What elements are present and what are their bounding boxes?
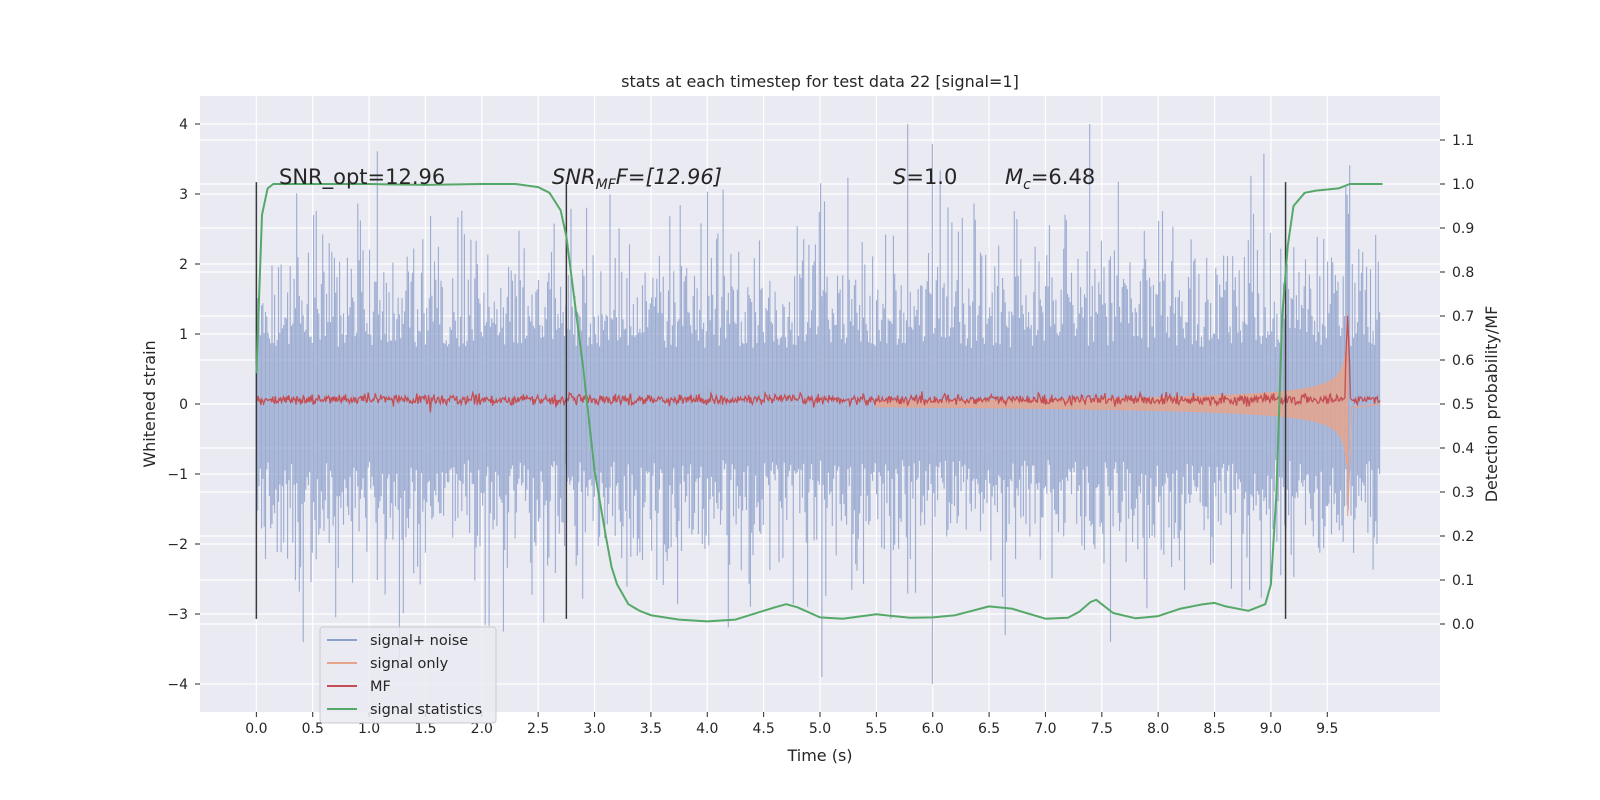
x-tick-labels: 0.0 0.5 1.0 1.5 2.0 2.5 3.0 3.5 4.0 4.5 5.0 5.5 6.0 6… [245,712,1338,737]
y-left-tick-labels: 4 3 2 1 0 −1 −2 −3 −4 [167,117,200,693]
y-left-tick-label: 2 [179,257,188,273]
y-right-tick-labels: 1.1 1.0 0.9 0.8 0.7 0.6 0.5 0.4 0.3 0.2 0.1 0.0 [1440,133,1474,633]
legend-label-signal-only: signal only [370,656,449,672]
y-axis-label-left: Whitened strain [140,340,159,467]
x-tick-label: 0.0 [245,721,267,737]
x-tick-label: 8.0 [1147,721,1169,737]
y-left-tick-label: 4 [179,117,188,133]
vertical-markers [255,182,1287,619]
y-left-tick-label: −4 [167,677,188,693]
legend-box [319,626,497,724]
legend: signal+ noise signal only MF signal stat… [319,626,497,724]
y-right-tick-label: 0.9 [1452,221,1474,237]
x-axis-label: Time (s) [786,746,852,765]
x-tick-label: 1.5 [414,721,436,737]
legend-label-mf: MF [370,679,391,695]
annotation-s: S=1.0 [893,165,957,189]
legend-label-signal-noise: signal+ noise [370,633,468,649]
mf-series [255,315,1381,413]
x-tick-label: 2.0 [471,721,493,737]
y-right-tick-label: 1.1 [1452,133,1474,149]
x-tick-label: 2.5 [527,721,549,737]
y-right-tick-label: 0.7 [1452,309,1474,325]
y-right-tick-label: 0.8 [1452,265,1474,281]
signal-only-envelope [876,313,1348,516]
x-tick-label: 1.0 [358,721,380,737]
x-tick-label: 9.0 [1260,721,1282,737]
x-tick-label: 3.5 [640,721,662,737]
x-tick-label: 5.5 [865,721,887,737]
y-right-tick-label: 0.1 [1452,573,1474,589]
x-tick-label: 6.0 [922,721,944,737]
y-left-tick-label: −2 [167,537,188,553]
y-axis-label-right: Detection probability/MF [1482,306,1501,503]
annotation-snr-opt: SNR_opt=12.96 [279,165,445,190]
x-tick-label: 7.0 [1034,721,1056,737]
chart-title: stats at each timestep for test data 22 … [621,72,1019,91]
legend-label-signal-statistics: signal statistics [370,702,482,718]
x-tick-label: 8.5 [1203,721,1225,737]
signal-only-tail [1347,403,1381,517]
x-tick-label: 7.5 [1091,721,1113,737]
annotation-mc: Mc=6.48 [1005,165,1095,193]
x-tick-label: 5.0 [809,721,831,737]
x-tick-label: 6.5 [978,721,1000,737]
signal-only-series [876,313,1381,517]
mf-trace [255,315,1381,413]
y-right-tick-label: 0.4 [1452,441,1474,457]
y-left-tick-label: 1 [179,327,188,343]
x-tick-label: 4.0 [696,721,718,737]
annotations: SNR_opt=12.96 SNRMFF=[12.96] S=1.0 Mc=6.… [279,165,1095,193]
x-tick-label: 3.0 [583,721,605,737]
y-right-tick-label: 0.0 [1452,617,1474,633]
y-right-tick-label: 1.0 [1452,177,1474,193]
signal-statistics-series [255,183,1383,623]
x-tick-label: 4.5 [753,721,775,737]
y-left-tick-label: 0 [179,397,188,413]
y-right-tick-label: 0.3 [1452,485,1474,501]
y-left-tick-label: −1 [167,467,188,483]
x-tick-label: 0.5 [302,721,324,737]
y-left-tick-label: 3 [179,187,188,203]
y-right-tick-label: 0.6 [1452,353,1474,369]
signal-statistics-trace [255,183,1383,623]
y-right-tick-label: 0.2 [1452,529,1474,545]
y-right-tick-label: 0.5 [1452,397,1474,413]
annotation-snr-mf: SNRMFF=[12.96] [552,165,722,193]
x-tick-label: 9.5 [1316,721,1338,737]
y-left-tick-label: −3 [167,607,188,623]
